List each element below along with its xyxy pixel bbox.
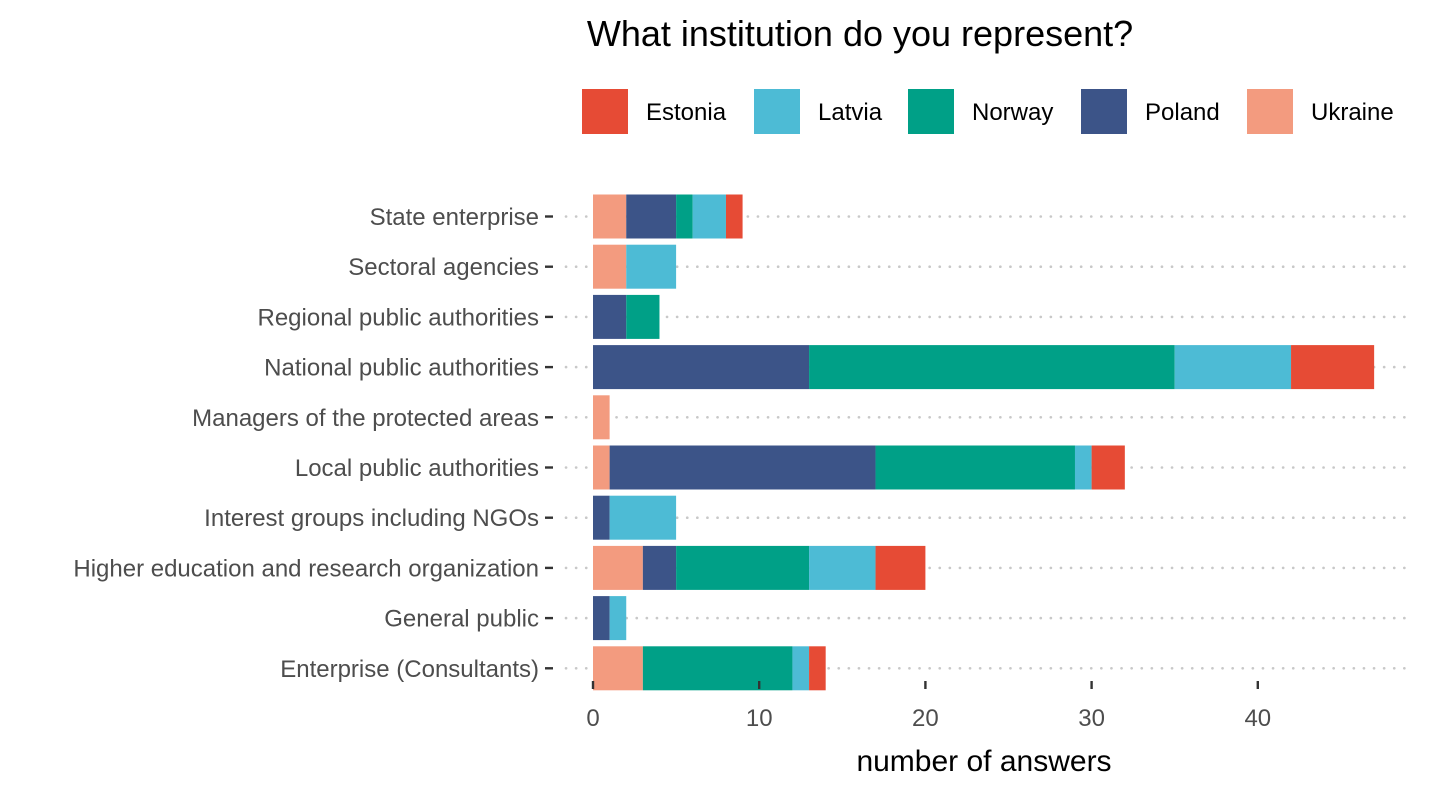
bar-row-interest-groups-including-ngos: [593, 495, 677, 540]
bar-segment-latvia: [692, 194, 726, 239]
x-tick-label: 40: [1244, 705, 1271, 732]
x-axis: 0 10 20 30 40: [586, 681, 1271, 732]
y-axis: State enterprise Sectoral agencies Regiona…: [73, 204, 553, 683]
bar-segment-norway: [875, 445, 1075, 490]
bar-segment-latvia: [1074, 445, 1092, 490]
bar-row-managers-of-the-protected-areas: [593, 395, 610, 440]
bar-segment-poland: [642, 545, 677, 590]
bar-segment-poland: [593, 294, 627, 339]
legend-label-ukraine: Ukraine: [1311, 99, 1394, 126]
y-tick-label-higher-education-and-research-organization: Higher education and research organizati…: [73, 555, 539, 582]
x-axis-title: number of answers: [856, 745, 1111, 778]
bar-segment-ukraine: [593, 395, 610, 440]
x-tick-label: 0: [586, 705, 599, 732]
x-tick-label: 20: [912, 705, 939, 732]
bar-segment-poland: [593, 345, 810, 390]
bar-row-state-enterprise: [593, 194, 743, 239]
bar-segment-ukraine: [593, 646, 643, 691]
bar-segment-norway: [676, 545, 810, 590]
y-tick-label-sectoral-agencies: Sectoral agencies: [348, 254, 539, 281]
bar-segment-norway: [626, 294, 660, 339]
bar-segment-poland: [626, 194, 677, 239]
x-tick-label: 10: [746, 705, 773, 732]
bar-segment-ukraine: [593, 445, 610, 490]
y-tick-label-interest-groups-including-ngos: Interest groups including NGOs: [204, 505, 539, 532]
bar-segment-estonia: [1091, 445, 1125, 490]
legend-item-ukraine: Ukraine: [1247, 89, 1394, 134]
bar-segment-norway: [642, 646, 793, 691]
bar-row-enterprise-consultants: [593, 646, 826, 691]
bar-row-higher-education-and-research-organization: [593, 545, 926, 590]
y-tick-label-national-public-authorities: National public authorities: [264, 355, 539, 382]
legend-item-estonia: Estonia: [582, 89, 727, 134]
legend-label-latvia: Latvia: [818, 99, 883, 126]
x-tick-label: 30: [1078, 705, 1105, 732]
bar-segment-norway: [676, 194, 693, 239]
y-tick-label-state-enterprise: State enterprise: [370, 204, 539, 231]
bar-segment-poland: [593, 495, 610, 540]
bar-row-local-public-authorities: [593, 445, 1125, 490]
grid-lines: [564, 215, 1410, 670]
legend-swatch-norway: [908, 89, 954, 134]
y-tick-label-enterprise-consultants: Enterprise (Consultants): [280, 656, 539, 683]
y-tick-label-managers-of-the-protected-areas: Managers of the protected areas: [192, 405, 539, 432]
legend-item-latvia: Latvia: [754, 89, 883, 134]
legend-swatch-poland: [1081, 89, 1127, 134]
legend-swatch-latvia: [754, 89, 800, 134]
y-tick-label-regional-public-authorities: Regional public authorities: [257, 304, 539, 331]
bar-segment-latvia: [626, 244, 677, 289]
bar-segment-estonia: [725, 194, 743, 239]
bar-segment-ukraine: [593, 244, 627, 289]
bar-segment-estonia: [809, 646, 826, 691]
legend: Estonia Latvia Norway Poland Ukraine: [582, 89, 1394, 134]
legend-item-poland: Poland: [1081, 89, 1220, 134]
bar-segment-estonia: [875, 545, 926, 590]
bar-segment-latvia: [1174, 345, 1292, 390]
bars: [593, 194, 1375, 691]
legend-swatch-estonia: [582, 89, 628, 134]
bar-segment-norway: [809, 345, 1175, 390]
bar-segment-latvia: [809, 545, 876, 590]
bar-segment-latvia: [792, 646, 810, 691]
y-tick-label-general-public: General public: [384, 606, 539, 633]
bar-row-regional-public-authorities: [593, 294, 660, 339]
bar-segment-latvia: [609, 495, 677, 540]
chart-title: What institution do you represent?: [587, 13, 1133, 54]
bar-row-sectoral-agencies: [593, 244, 677, 289]
bar-segment-estonia: [1291, 345, 1375, 390]
bar-segment-ukraine: [593, 194, 627, 239]
legend-item-norway: Norway: [908, 89, 1053, 134]
bar-segment-poland: [593, 596, 610, 641]
bar-segment-latvia: [609, 596, 627, 641]
bar-segment-poland: [609, 445, 876, 490]
legend-label-norway: Norway: [972, 99, 1053, 126]
y-tick-label-local-public-authorities: Local public authorities: [295, 455, 539, 482]
legend-label-poland: Poland: [1145, 99, 1220, 126]
bar-row-national-public-authorities: [593, 345, 1375, 390]
bar-segment-ukraine: [593, 545, 643, 590]
legend-label-estonia: Estonia: [646, 99, 727, 126]
bar-row-general-public: [593, 596, 627, 641]
legend-swatch-ukraine: [1247, 89, 1293, 134]
